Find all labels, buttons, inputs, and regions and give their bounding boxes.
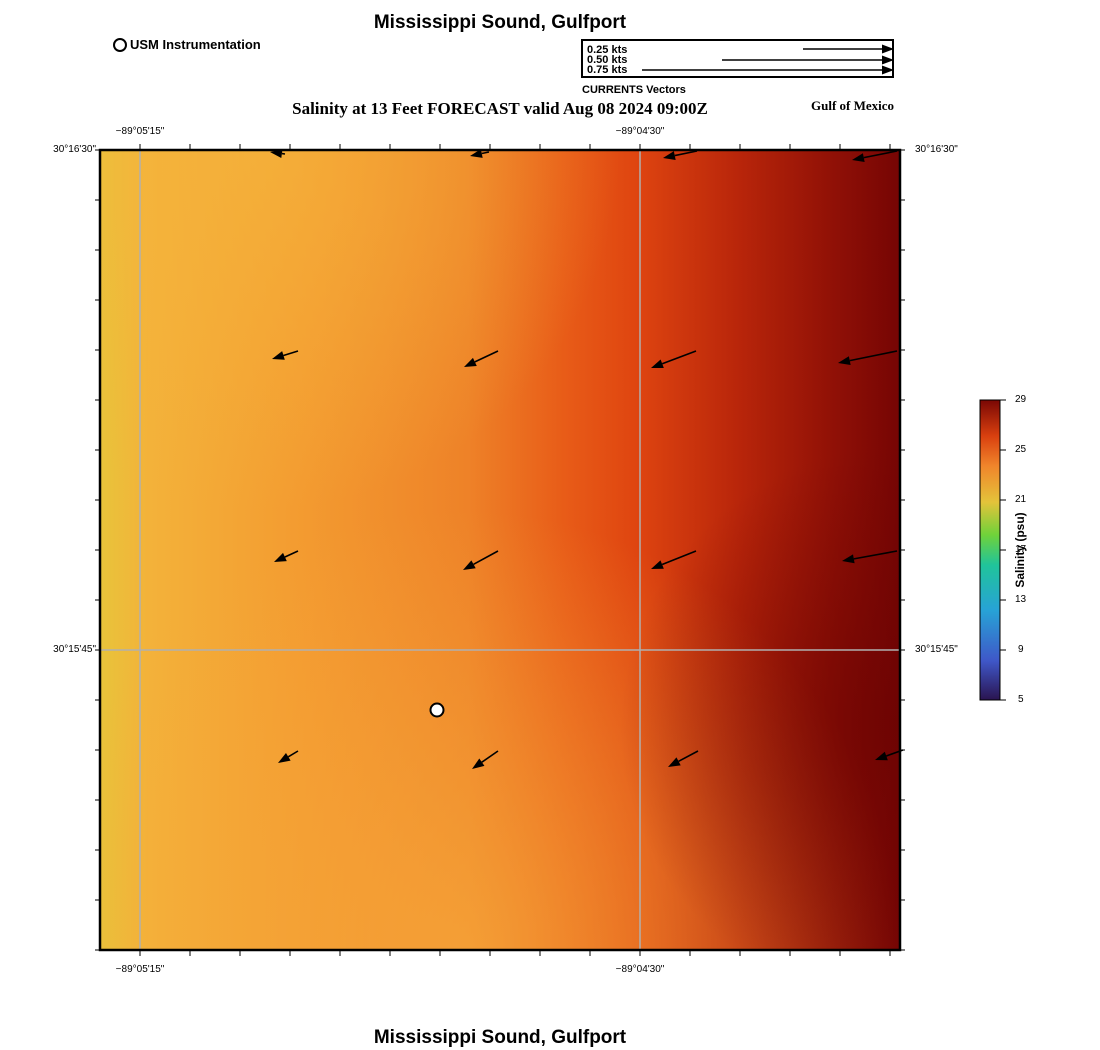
- current-vector-8: [838, 350, 898, 366]
- graticule: [100, 150, 900, 950]
- lon-tick-bottom-2: −89°04'30": [615, 964, 665, 975]
- vector-scale-arrows: [642, 44, 894, 75]
- colorbar-tick-21: 21: [1015, 494, 1027, 505]
- colorbar-tick-25: 25: [1015, 444, 1027, 455]
- current-vector-6: [464, 350, 499, 367]
- station-legend: USM Instrumentation: [113, 37, 261, 52]
- colorbar-tick-13: 13: [1015, 594, 1027, 605]
- scale-arrow-025: [803, 44, 894, 54]
- map-title-bottom: Mississippi Sound, Gulfport: [373, 1027, 627, 1048]
- current-vector-12: [842, 550, 898, 564]
- colorbar-tick-9: 9: [1018, 644, 1024, 655]
- current-vector-1: [270, 149, 286, 159]
- lat-tick-left-1: 30°16'30": [53, 144, 96, 155]
- lon-tick-top-2: −89°04'30": [615, 126, 665, 137]
- current-vector-10: [463, 550, 499, 570]
- colorbar-label: Salinity (psu): [1013, 512, 1027, 588]
- station-legend-label: USM Instrumentation: [130, 37, 261, 52]
- current-vector-5: [272, 350, 299, 360]
- region-label: Gulf of Mexico: [811, 98, 895, 113]
- forecast-subtitle: Salinity at 13 Feet FORECAST valid Aug 0…: [292, 99, 708, 118]
- station-marker-icon: [113, 37, 127, 52]
- current-vector-15: [668, 750, 699, 767]
- station-usm: [429, 702, 445, 718]
- lat-tick-left-2: 30°15'45": [53, 644, 96, 655]
- current-vectors: [270, 149, 904, 769]
- salinity-colorbar: [979, 399, 1006, 701]
- current-vector-13: [278, 750, 299, 763]
- vector-legend-caption: CURRENTS Vectors: [582, 84, 686, 96]
- lat-tick-right-1: 30°16'30": [915, 144, 958, 155]
- current-vector-9: [274, 550, 299, 562]
- map-title: Mississippi Sound, Gulfport: [373, 12, 627, 33]
- current-vector-3: [663, 150, 698, 160]
- current-vector-11: [651, 550, 697, 569]
- current-vector-7: [651, 350, 697, 368]
- vector-scale-legend: 0.25 kts 0.50 kts 0.75 kts: [581, 39, 894, 78]
- salinity-field: [100, 150, 900, 950]
- vector-scale-label-075: 0.75 kts: [587, 64, 628, 76]
- scale-arrow-075: [642, 65, 894, 75]
- current-vector-2: [470, 149, 490, 158]
- scale-arrow-050: [722, 55, 894, 65]
- vector-scale-label-050: 0.50 kts: [587, 54, 628, 66]
- lon-tick-bottom-1: −89°05'15": [115, 964, 165, 975]
- lat-tick-right-2: 30°15'45": [915, 644, 958, 655]
- lon-tick-top-1: −89°05'15": [115, 126, 165, 137]
- vector-scale-label-025: 0.25 kts: [587, 44, 628, 56]
- colorbar-tick-17: 17: [1015, 544, 1027, 555]
- colorbar-tick-29: 29: [1015, 394, 1027, 405]
- current-vector-4: [852, 150, 898, 163]
- colorbar-tick-5: 5: [1018, 694, 1024, 705]
- frame-ticks: [95, 144, 905, 956]
- current-vector-14: [472, 750, 499, 769]
